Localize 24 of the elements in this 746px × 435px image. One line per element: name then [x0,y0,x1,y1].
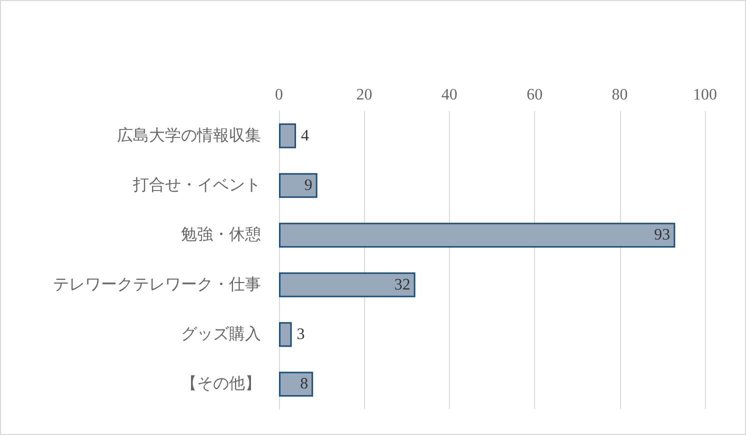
x-tick-label: 0 [275,86,283,104]
x-tick-label: 40 [441,86,458,104]
bar [279,322,292,347]
data-label: 93 [654,226,670,244]
bar [279,222,676,248]
y-tick-label: テレワークテレワーク・仕事 [53,275,261,294]
x-tick-label: 20 [356,86,372,104]
y-tick-label: 【その他】 [181,374,261,393]
data-label: 3 [296,326,305,343]
bar [279,173,318,198]
data-label: 8 [300,376,308,393]
data-label: 4 [301,127,310,144]
data-label: 9 [304,177,312,194]
y-tick-label: グッズ購入 [181,325,261,343]
y-tick-label: 打合せ・イベント [132,176,261,194]
y-tick-label: 勉強・休憩 [181,226,261,244]
x-tick-label: 60 [526,86,543,104]
x-tick-label: 80 [612,86,628,104]
bar [279,372,314,397]
data-label: 32 [394,276,410,294]
bar [279,272,416,298]
bar [279,123,296,148]
y-tick-label: 広島大学の情報収集 [117,126,261,144]
x-tick-label: 100 [693,86,717,104]
